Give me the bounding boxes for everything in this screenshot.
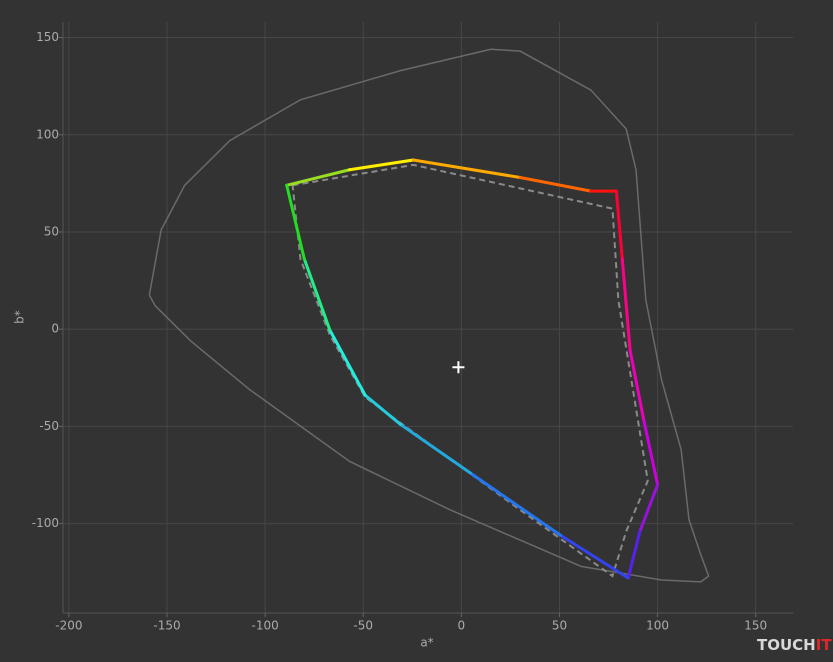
y-tick-label: 50 xyxy=(44,224,59,238)
gamut-segment xyxy=(399,422,472,475)
gamut-segment xyxy=(363,393,403,426)
gamut-segment xyxy=(285,168,352,187)
x-tick-label: 150 xyxy=(744,619,767,633)
gamut-segment xyxy=(614,189,624,261)
gamut-segment xyxy=(468,471,562,537)
gamut-segment xyxy=(638,483,660,533)
x-tick-label: -50 xyxy=(353,619,373,633)
y-tick-label: 100 xyxy=(36,127,59,141)
x-axis-label: a* xyxy=(420,636,433,650)
x-tick-label: 100 xyxy=(646,619,669,633)
gamut-segment xyxy=(285,183,306,261)
gamut-segment xyxy=(626,529,642,580)
y-axis-label: b* xyxy=(13,310,27,324)
y-tick-label: -50 xyxy=(39,419,59,433)
y-tick-label: 150 xyxy=(36,30,59,44)
y-tick-label: -100 xyxy=(32,516,59,530)
gamut-segment xyxy=(642,419,660,487)
watermark-text: TOUCH xyxy=(757,636,816,654)
x-tick-label: -200 xyxy=(55,619,82,633)
x-tick-label: -150 xyxy=(153,619,180,633)
gamut-segment xyxy=(302,257,332,332)
gamut-segment xyxy=(628,349,646,423)
gamut-segment xyxy=(518,176,593,193)
gamut-segment xyxy=(348,158,415,172)
watermark-accent: IT xyxy=(816,636,833,654)
spectral-locus xyxy=(148,48,710,583)
gamut-segment xyxy=(328,328,367,397)
y-tick-label: 0 xyxy=(51,322,59,336)
gamut-segment xyxy=(620,257,632,353)
watermark: TOUCHIT xyxy=(757,636,832,654)
white-point xyxy=(452,361,465,374)
gamut-segment xyxy=(558,533,630,580)
x-tick-label: 50 xyxy=(552,619,567,633)
x-tick-label: -100 xyxy=(252,619,279,633)
x-tick-label: 0 xyxy=(458,619,466,633)
gamut-segment xyxy=(411,158,522,180)
